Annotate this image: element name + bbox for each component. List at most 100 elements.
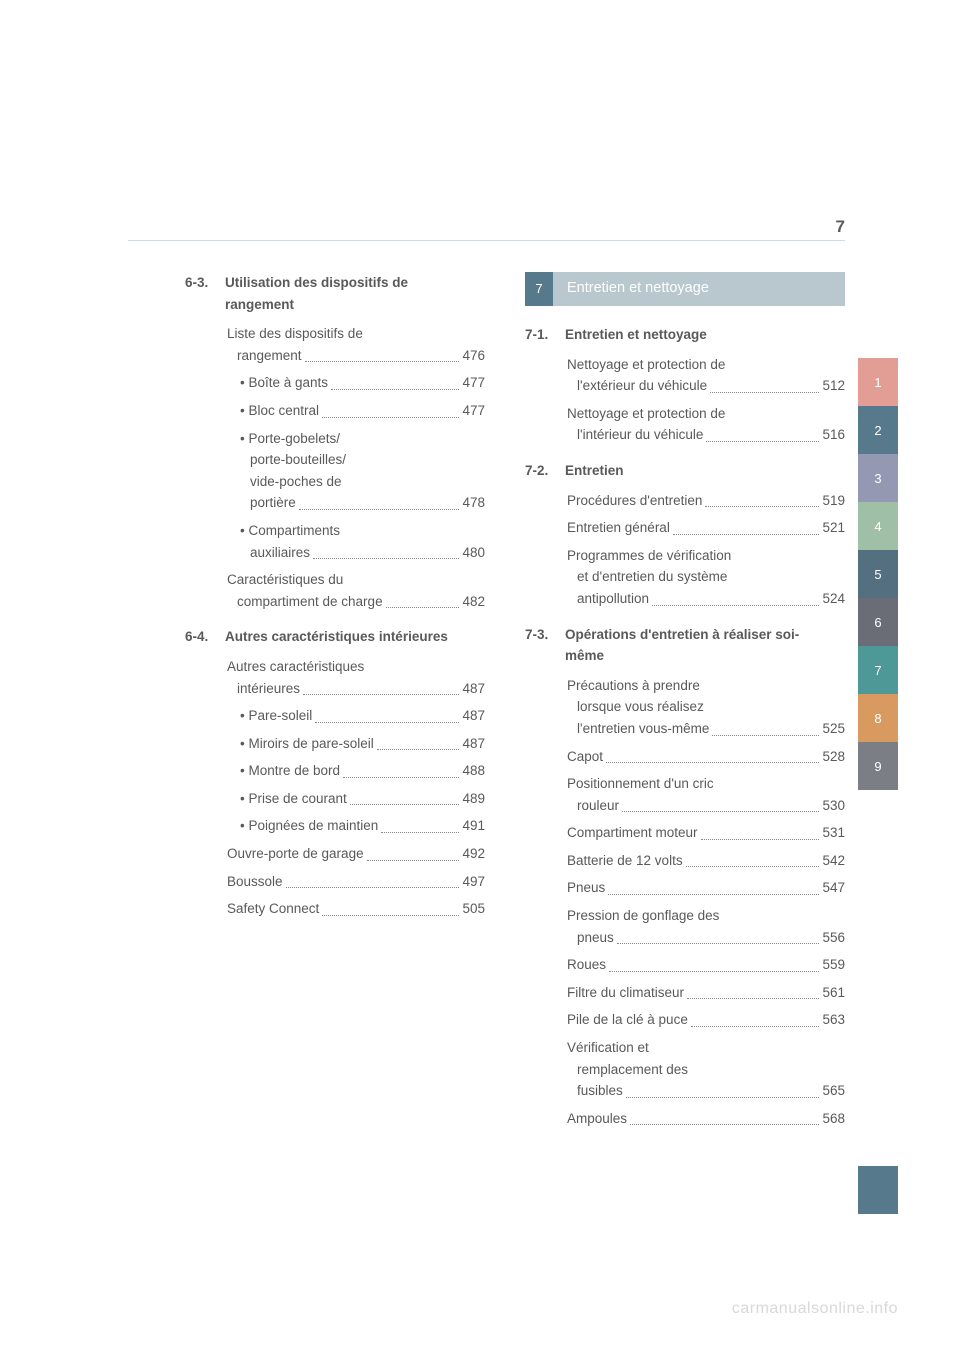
toc-entry-line: Pression de gonflage des [567, 905, 845, 927]
toc-entry-label: rouleur [567, 795, 619, 817]
toc-entry[interactable]: Roues559 [567, 954, 845, 976]
toc-entry-page: 488 [462, 760, 485, 782]
toc-entry-label: Compartiment moteur [567, 822, 698, 844]
toc-entry[interactable]: Positionnement d'un cricrouleur530 [567, 773, 845, 816]
toc-entry-label: • Miroirs de pare-soleil [240, 733, 374, 755]
toc-entry[interactable]: Pneus547 [567, 877, 845, 899]
section-title: Autres caractéristiques intérieures [225, 626, 475, 648]
toc-entry-line: • Porte-gobelets/ [240, 428, 485, 450]
side-tab-7[interactable]: 7 [858, 646, 898, 694]
toc-entry[interactable]: • Prise de courant489 [240, 788, 485, 810]
toc-entry-lastline: auxiliaires480 [240, 542, 485, 564]
toc-entry-label: Roues [567, 954, 606, 976]
toc-entry-line: • Compartiments [240, 520, 485, 542]
toc-entry-label: l'entretien vous-même [567, 718, 709, 740]
toc-entry-label: fusibles [567, 1080, 623, 1102]
bottom-tab [858, 1166, 898, 1214]
toc-entry[interactable]: Programmes de vérificationet d'entretien… [567, 545, 845, 610]
toc-entry-label: l'extérieur du véhicule [567, 375, 707, 397]
toc-entry[interactable]: Filtre du climatiseur561 [567, 982, 845, 1004]
toc-entry-lastline: pneus556 [567, 927, 845, 949]
toc-dots [608, 894, 819, 895]
toc-entry[interactable]: Pile de la clé à puce563 [567, 1009, 845, 1031]
toc-entry-label: Ouvre-porte de garage [227, 843, 364, 865]
side-tab-3[interactable]: 3 [858, 454, 898, 502]
section-title: Entretien et nettoyage [565, 324, 815, 346]
toc-entry[interactable]: • Porte-gobelets/porte-bouteilles/vide-p… [240, 428, 485, 514]
toc-dots [286, 887, 460, 888]
toc-entry[interactable]: Safety Connect 505 [227, 898, 485, 920]
content-columns: 6-3.Utilisation des dispositifs de range… [185, 272, 845, 1135]
toc-entry[interactable]: Capot528 [567, 746, 845, 768]
toc-entry[interactable]: Nettoyage et protection del'intérieur du… [567, 403, 845, 446]
section-number: 6-4. [185, 626, 225, 648]
toc-entry[interactable]: • Montre de bord488 [240, 760, 485, 782]
toc-entry-page: 477 [462, 372, 485, 394]
toc-entry-page: 525 [822, 718, 845, 740]
toc-entry-label: l'intérieur du véhicule [567, 424, 703, 446]
side-tab-1[interactable]: 1 [858, 358, 898, 406]
toc-entry-lastline: intérieures487 [227, 678, 485, 700]
column-right: 7Entretien et nettoyage7-1.Entretien et … [525, 272, 845, 1135]
section-number: 7-2. [525, 460, 565, 482]
toc-entry-lastline: rouleur530 [567, 795, 845, 817]
toc-dots [343, 777, 459, 778]
toc-entry-page: 565 [822, 1080, 845, 1102]
toc-dots [305, 361, 460, 362]
side-tab-5[interactable]: 5 [858, 550, 898, 598]
section-number: 6-3. [185, 272, 225, 294]
side-tab-8[interactable]: 8 [858, 694, 898, 742]
toc-entry-page: 528 [822, 746, 845, 768]
toc-entry[interactable]: Compartiment moteur531 [567, 822, 845, 844]
toc-entry[interactable]: Batterie de 12 volts 542 [567, 850, 845, 872]
side-tab-2[interactable]: 2 [858, 406, 898, 454]
toc-entry[interactable]: Nettoyage et protection del'extérieur du… [567, 354, 845, 397]
toc-dots [617, 943, 820, 944]
side-tab-9[interactable]: 9 [858, 742, 898, 790]
toc-entry-page: 542 [822, 850, 845, 872]
toc-entry-label: intérieures [227, 678, 300, 700]
toc-entry-label: Boussole [227, 871, 283, 893]
toc-entry[interactable]: • Pare-soleil487 [240, 705, 485, 727]
toc-entry-label: antipollution [567, 588, 649, 610]
toc-dots [322, 417, 459, 418]
section-heading: 7-3.Opérations d'entretien à réaliser so… [525, 624, 845, 667]
toc-entry-line: vide-poches de [240, 471, 485, 493]
section-number: 7-3. [525, 624, 565, 646]
side-tab-4[interactable]: 4 [858, 502, 898, 550]
toc-entry[interactable]: Procédures d'entretien519 [567, 490, 845, 512]
toc-entry[interactable]: Caractéristiques ducompartiment de charg… [227, 569, 485, 612]
toc-entry[interactable]: Ouvre-porte de garage492 [227, 843, 485, 865]
toc-entry[interactable]: Boussole 497 [227, 871, 485, 893]
toc-entry-label: Batterie de 12 volts [567, 850, 683, 872]
side-tab-6[interactable]: 6 [858, 598, 898, 646]
section-number: 7-1. [525, 324, 565, 346]
toc-dots [712, 735, 819, 736]
toc-entry-label: Safety Connect [227, 898, 319, 920]
toc-entry[interactable]: • Boîte à gants477 [240, 372, 485, 394]
toc-dots [367, 860, 460, 861]
toc-entry-page: 477 [462, 400, 485, 422]
toc-entry-line: porte-bouteilles/ [240, 449, 485, 471]
toc-entry[interactable]: Liste des dispositifs derangement476 [227, 323, 485, 366]
toc-entry[interactable]: • Poignées de maintien491 [240, 815, 485, 837]
toc-entry-page: 505 [462, 898, 485, 920]
toc-entry-label: auxiliaires [240, 542, 310, 564]
section-heading: 7-2.Entretien [525, 460, 845, 482]
toc-entry-label: Ampoules [567, 1108, 627, 1130]
toc-entry[interactable]: Précautions à prendrelorsque vous réalis… [567, 675, 845, 740]
toc-entry[interactable]: • Bloc central477 [240, 400, 485, 422]
toc-entry-lastline: compartiment de charge482 [227, 591, 485, 613]
toc-entry[interactable]: Pression de gonflage despneus556 [567, 905, 845, 948]
toc-entry-line: Positionnement d'un cric [567, 773, 845, 795]
toc-entry[interactable]: Entretien général521 [567, 517, 845, 539]
toc-entry[interactable]: Ampoules568 [567, 1108, 845, 1130]
toc-entry[interactable]: Autres caractéristiquesintérieures487 [227, 656, 485, 699]
toc-entry[interactable]: • Miroirs de pare-soleil487 [240, 733, 485, 755]
toc-entry[interactable]: Vérification etremplacement desfusibles5… [567, 1037, 845, 1102]
section-title: Utilisation des dispositifs de rangement [225, 272, 475, 315]
toc-entry[interactable]: • Compartimentsauxiliaires480 [240, 520, 485, 563]
toc-dots [377, 749, 460, 750]
toc-entry-line: remplacement des [567, 1059, 845, 1081]
toc-entry-page: 497 [462, 871, 485, 893]
